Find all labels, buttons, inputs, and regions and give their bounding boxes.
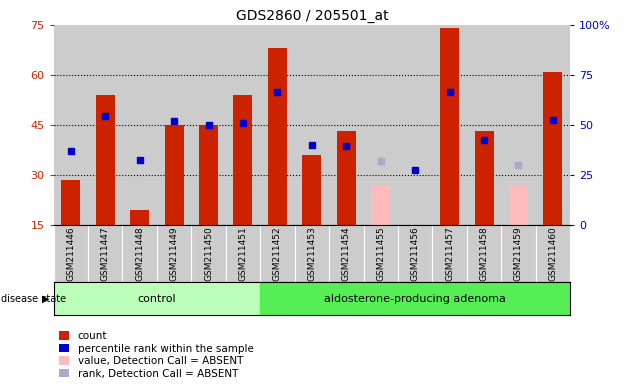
Bar (130, 210, 149, 225)
Text: GSM211456: GSM211456 (411, 227, 420, 281)
Text: GSM211451: GSM211451 (239, 227, 248, 281)
Bar (474, 131, 493, 225)
Text: GSM211453: GSM211453 (307, 227, 316, 281)
Bar (157, 25, 192, 225)
Bar (406, 225, 425, 226)
Bar (192, 25, 226, 225)
Bar (364, 25, 398, 225)
Text: aldosterone-producing adenoma: aldosterone-producing adenoma (324, 293, 506, 304)
Bar (199, 125, 218, 225)
Text: GSM211450: GSM211450 (204, 227, 213, 281)
Bar (398, 25, 432, 225)
Bar (295, 25, 329, 225)
Bar (164, 125, 183, 225)
Text: GSM211458: GSM211458 (479, 227, 488, 281)
Bar (302, 155, 321, 225)
Text: GSM211457: GSM211457 (445, 227, 454, 281)
Bar (467, 25, 501, 225)
Bar (440, 28, 459, 225)
Text: GSM211454: GSM211454 (342, 227, 351, 281)
Text: disease state: disease state (1, 293, 66, 304)
Text: GSM211459: GSM211459 (514, 227, 523, 281)
Text: GSM211448: GSM211448 (135, 227, 144, 281)
Bar (96, 95, 115, 225)
Bar (226, 25, 260, 225)
Text: GSM211447: GSM211447 (101, 227, 110, 281)
Bar (54, 282, 260, 315)
Legend: count, percentile rank within the sample, value, Detection Call = ABSENT, rank, : count, percentile rank within the sample… (59, 331, 253, 379)
Bar (329, 25, 364, 225)
Text: GSM211452: GSM211452 (273, 227, 282, 281)
Bar (122, 25, 157, 225)
Bar (88, 25, 122, 225)
Bar (432, 25, 467, 225)
Text: ▶: ▶ (42, 293, 49, 304)
Text: GSM211455: GSM211455 (376, 227, 385, 281)
Text: GSM211460: GSM211460 (549, 227, 558, 281)
Bar (509, 186, 528, 225)
Bar (268, 48, 287, 225)
Bar (260, 25, 295, 225)
Bar (54, 25, 88, 225)
Text: control: control (137, 293, 176, 304)
Bar (544, 71, 563, 225)
Bar (260, 282, 570, 315)
Bar (501, 25, 536, 225)
Bar (536, 25, 570, 225)
Title: GDS2860 / 205501_at: GDS2860 / 205501_at (236, 8, 388, 23)
Bar (337, 131, 356, 225)
Bar (234, 95, 253, 225)
Text: GSM211449: GSM211449 (169, 227, 178, 281)
Bar (61, 180, 80, 225)
Bar (371, 186, 390, 225)
Text: GSM211446: GSM211446 (66, 227, 75, 281)
